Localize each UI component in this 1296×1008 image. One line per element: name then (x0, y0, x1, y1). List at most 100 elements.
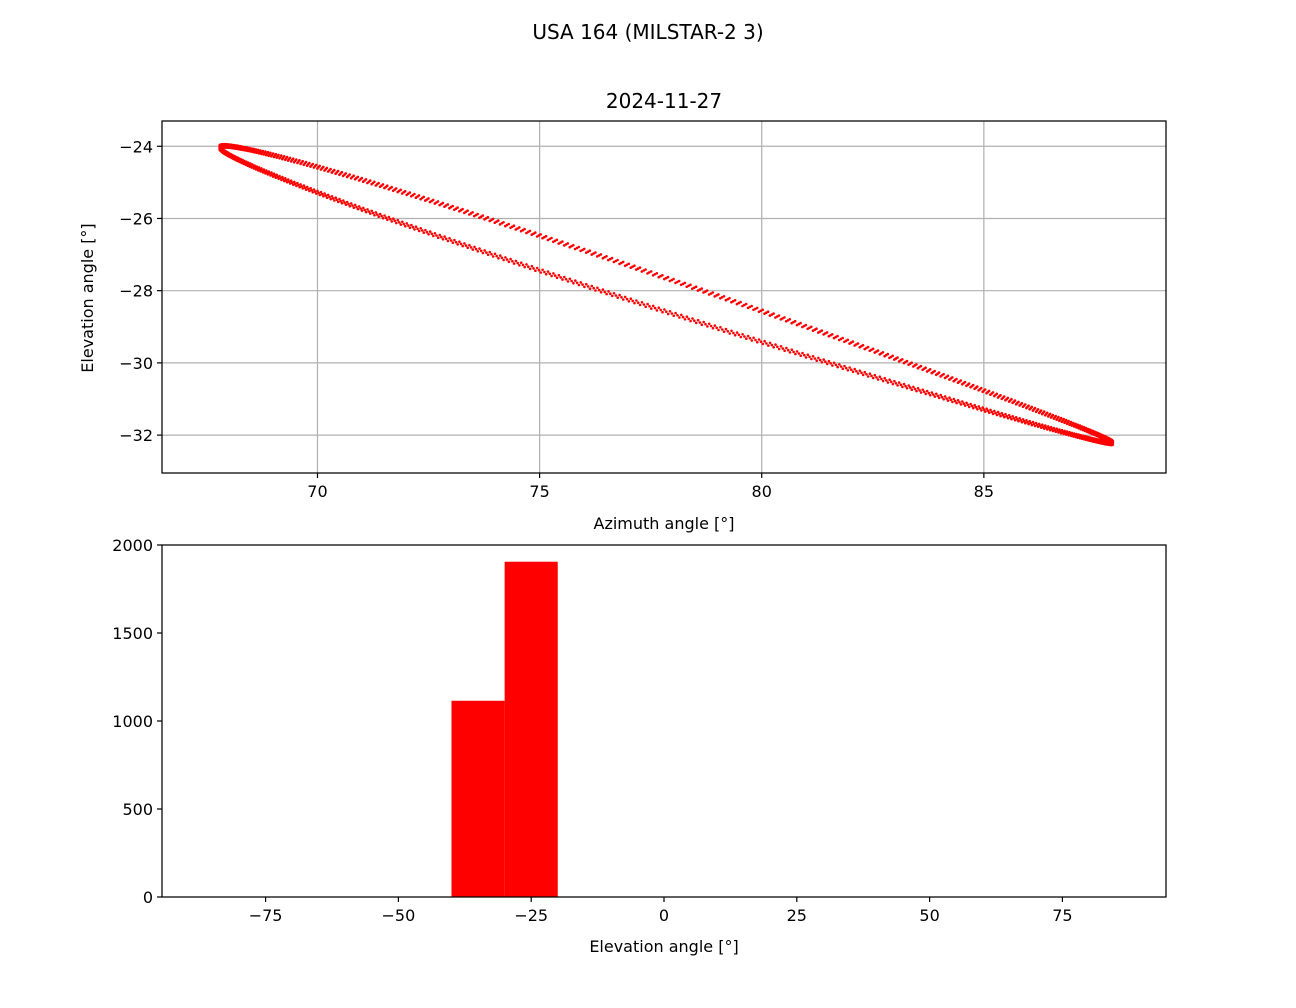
scatter-point (389, 217, 392, 221)
scatter-point (1033, 424, 1037, 428)
scatter-point (985, 407, 988, 411)
scatter-point (846, 369, 850, 372)
scatter-point (1005, 414, 1008, 418)
scatter-point (373, 213, 376, 217)
scatter-point (891, 382, 895, 386)
scatter-point (610, 256, 614, 260)
scatter-point (288, 182, 292, 185)
scatter-point (885, 379, 888, 382)
scatter-point (246, 146, 249, 149)
scatter-point (336, 200, 340, 204)
scatter-point (834, 363, 838, 367)
scatter-point (427, 197, 430, 200)
scatter-point (1010, 417, 1013, 421)
scatter-point (783, 316, 786, 319)
scatter-point (543, 270, 546, 274)
scatter-point (448, 237, 451, 240)
scatter-point (889, 380, 893, 384)
scatter-point (579, 281, 583, 284)
scatter-point (311, 162, 315, 166)
scatter-point (335, 198, 339, 202)
scatter-point (875, 376, 878, 379)
scatter-point (502, 221, 505, 224)
scatter-point (804, 356, 808, 359)
scatter-point (377, 181, 380, 185)
scatter-point (953, 399, 957, 403)
scatter-point (436, 200, 440, 203)
scatter-point (469, 246, 473, 249)
scatter-point (925, 389, 929, 393)
scatter-point (756, 340, 759, 344)
scatter-point (381, 217, 385, 220)
scatter-point (348, 173, 352, 176)
scatter-point (965, 401, 968, 405)
scatter-point (463, 242, 466, 245)
scatter-point (280, 178, 283, 182)
scatter-point (951, 400, 954, 404)
scatter-point (655, 272, 659, 275)
scatter-point (574, 279, 577, 282)
scatter-point (393, 219, 397, 223)
scatter-point (311, 191, 315, 194)
scatter-point (1002, 395, 1006, 398)
scatter-point (248, 146, 251, 150)
scatter-point (488, 250, 492, 254)
scatter-point (318, 193, 322, 197)
scatter-point (333, 168, 336, 172)
scatter-y-tick-label: −28 (119, 282, 153, 301)
scatter-point (588, 287, 592, 291)
scatter-point (995, 392, 999, 396)
scatter-point (352, 174, 356, 177)
scatter-point (274, 152, 278, 156)
scatter-point (824, 360, 827, 364)
scatter-point (799, 354, 802, 358)
scatter-point (461, 244, 465, 248)
scatter-point (583, 247, 586, 251)
scatter-point (841, 367, 845, 371)
scatter-point (721, 328, 724, 331)
scatter-point (280, 154, 283, 157)
scatter-point (939, 393, 942, 397)
scatter-point (962, 402, 965, 405)
scatter-point (271, 152, 275, 155)
scatter-point (534, 269, 537, 273)
scatter-point (428, 230, 432, 233)
scatter-point (995, 413, 999, 417)
scatter-point (653, 306, 657, 310)
scatter-point (746, 334, 750, 338)
scatter-point (818, 358, 822, 362)
scatter-point (1037, 422, 1041, 426)
scatter-point (876, 378, 880, 381)
scatter-point (913, 387, 917, 391)
scatter-point (468, 243, 471, 247)
scatter-point (724, 327, 728, 331)
scatter-point (990, 410, 994, 414)
scatter-point (264, 172, 267, 175)
scatter-point (505, 258, 509, 261)
scatter-point (422, 195, 426, 199)
scatter-point (1048, 412, 1052, 416)
scatter-point (257, 169, 260, 172)
scatter-point (665, 310, 668, 314)
scatter-point (577, 283, 581, 287)
scatter-point (666, 275, 670, 279)
scatter-point (733, 333, 737, 337)
scatter-point (730, 329, 733, 333)
scatter-point (886, 381, 890, 384)
scatter-point (901, 358, 904, 361)
scatter-point (717, 293, 720, 296)
scatter-x-tick-label: 70 (307, 482, 327, 501)
scatter-point (680, 313, 683, 317)
scatter-point (411, 225, 415, 229)
scatter-point (550, 236, 553, 240)
scatter-point (761, 342, 765, 346)
scatter-point (870, 374, 873, 378)
scatter-point (1018, 417, 1021, 420)
scatter-point (609, 292, 612, 296)
scatter-point (1072, 421, 1075, 425)
scatter-point (757, 338, 761, 341)
scatter-point (994, 411, 997, 415)
scatter-point (566, 280, 570, 283)
scatter-point (880, 377, 883, 381)
scatter-point (843, 364, 846, 368)
